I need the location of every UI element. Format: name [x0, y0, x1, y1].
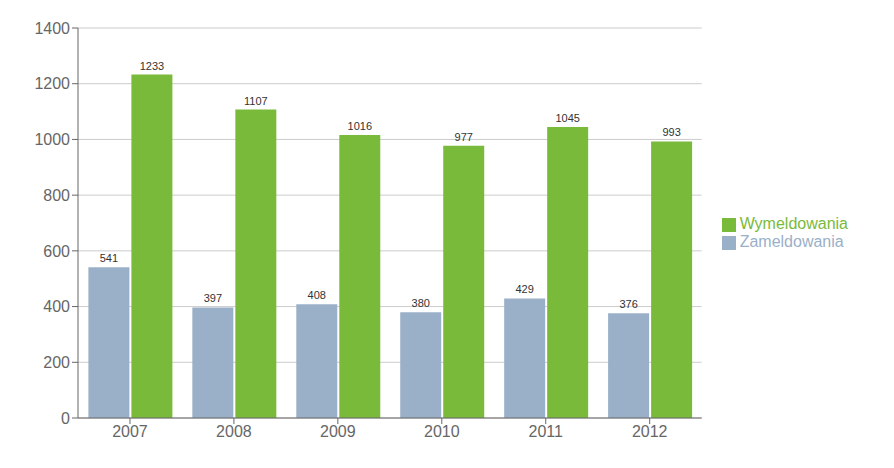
svg-text:600: 600 — [43, 243, 70, 260]
svg-text:1200: 1200 — [34, 75, 70, 92]
svg-text:800: 800 — [43, 187, 70, 204]
svg-text:1107: 1107 — [244, 95, 268, 107]
svg-text:2007: 2007 — [112, 423, 148, 440]
svg-text:1233: 1233 — [140, 60, 164, 72]
svg-text:1016: 1016 — [348, 120, 372, 132]
svg-text:0: 0 — [61, 410, 70, 427]
svg-text:429: 429 — [515, 283, 533, 295]
svg-text:2011: 2011 — [529, 423, 564, 440]
svg-text:2012: 2012 — [632, 423, 668, 440]
svg-text:2008: 2008 — [216, 423, 252, 440]
svg-text:408: 408 — [308, 289, 326, 301]
svg-text:2009: 2009 — [320, 423, 356, 440]
svg-text:1045: 1045 — [555, 112, 579, 124]
svg-text:376: 376 — [619, 298, 637, 310]
svg-text:1000: 1000 — [34, 131, 70, 148]
svg-text:977: 977 — [455, 131, 473, 143]
svg-text:2010: 2010 — [424, 423, 460, 440]
html-text:Zameldowania: Zameldowania — [739, 233, 844, 250]
svg-text:993: 993 — [662, 126, 680, 138]
html-text:Wymeldowania: Wymeldowania — [739, 215, 848, 232]
svg-text:400: 400 — [43, 298, 70, 315]
svg-text:541: 541 — [100, 252, 118, 264]
svg-text:200: 200 — [43, 354, 70, 371]
svg-text:1400: 1400 — [34, 20, 70, 37]
svg-text:380: 380 — [412, 297, 430, 309]
svg-text:397: 397 — [204, 292, 222, 304]
